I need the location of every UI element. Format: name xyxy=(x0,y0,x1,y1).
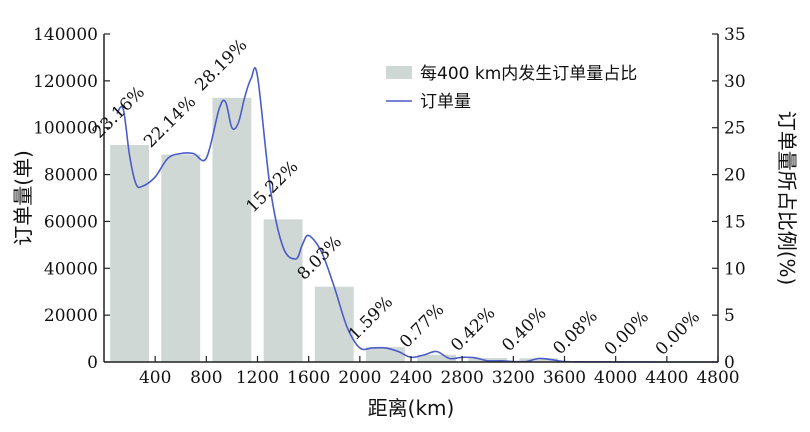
x-tick-label: 2400 xyxy=(389,368,432,388)
right-axis-title: 订单量所占比例(%) xyxy=(775,111,799,286)
legend-bar-label: 每400 km内发生订单量占比 xyxy=(420,64,637,84)
bar xyxy=(519,358,559,362)
left-tick-label: 80000 xyxy=(44,166,98,186)
x-tick-label: 3200 xyxy=(492,368,535,388)
bar xyxy=(161,154,201,362)
right-tick-label: 0 xyxy=(724,353,735,373)
x-tick-label: 2000 xyxy=(338,368,381,388)
x-tick-label: 2800 xyxy=(441,368,484,388)
x-tick-label: 800 xyxy=(190,368,222,388)
right-tick-label: 25 xyxy=(724,119,746,139)
bar-pct-label: 28.19% xyxy=(191,35,251,95)
ticks-layer: 0200004000060000800001000001200001400000… xyxy=(33,25,746,388)
x-tick-label: 400 xyxy=(139,368,171,388)
bar xyxy=(263,219,303,362)
left-tick-label: 100000 xyxy=(33,119,98,139)
bar-pct-label: 0.40% xyxy=(498,303,550,355)
bar-pct-label: 22.14% xyxy=(140,92,200,152)
left-tick-label: 120000 xyxy=(33,72,98,92)
left-tick-label: 0 xyxy=(87,353,98,373)
bar-pct-label: 0.77% xyxy=(396,300,448,352)
legend-bar-swatch xyxy=(386,66,412,79)
x-tick-label: 1200 xyxy=(236,368,279,388)
right-tick-label: 15 xyxy=(724,212,746,232)
left-tick-label: 140000 xyxy=(33,25,98,45)
bar-pct-label: 0.08% xyxy=(549,306,601,358)
left-axis-title: 订单量(单) xyxy=(11,150,35,246)
bar xyxy=(110,144,150,362)
bar-pct-label: 0.00% xyxy=(601,307,653,359)
x-tick-label: 4800 xyxy=(696,368,739,388)
bar xyxy=(212,97,252,362)
bar xyxy=(314,286,354,362)
bars-layer xyxy=(110,97,610,362)
bar xyxy=(365,347,405,362)
x-tick-label: 3600 xyxy=(543,368,586,388)
left-tick-label: 60000 xyxy=(44,212,98,232)
bar xyxy=(417,354,457,362)
right-tick-label: 10 xyxy=(724,259,746,279)
x-tick-label: 4400 xyxy=(645,368,688,388)
x-tick-label: 1600 xyxy=(287,368,330,388)
legend-line-label: 订单量 xyxy=(420,92,471,112)
right-tick-label: 20 xyxy=(724,166,746,186)
x-axis-title: 距离(km) xyxy=(368,396,455,420)
right-tick-label: 30 xyxy=(724,72,746,92)
x-tick-label: 4000 xyxy=(594,368,637,388)
left-tick-label: 20000 xyxy=(44,306,98,326)
right-tick-label: 5 xyxy=(724,306,735,326)
left-tick-label: 40000 xyxy=(44,259,98,279)
bar-pct-label: 0.42% xyxy=(447,303,499,355)
bar-pct-label: 15.22% xyxy=(242,157,302,217)
bar-pct-label: 0.00% xyxy=(652,307,704,359)
right-tick-label: 35 xyxy=(724,25,746,45)
legend: 每400 km内发生订单量占比 订单量 xyxy=(386,64,637,112)
